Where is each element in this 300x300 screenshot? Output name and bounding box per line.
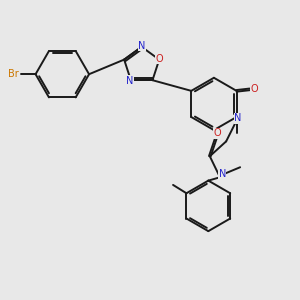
Text: Br: Br — [8, 69, 19, 79]
Text: N: N — [126, 76, 134, 86]
Text: N: N — [219, 169, 226, 179]
Text: O: O — [213, 128, 221, 138]
Text: N: N — [138, 41, 146, 51]
Text: N: N — [234, 113, 242, 124]
Text: O: O — [250, 84, 258, 94]
Text: O: O — [156, 54, 164, 64]
